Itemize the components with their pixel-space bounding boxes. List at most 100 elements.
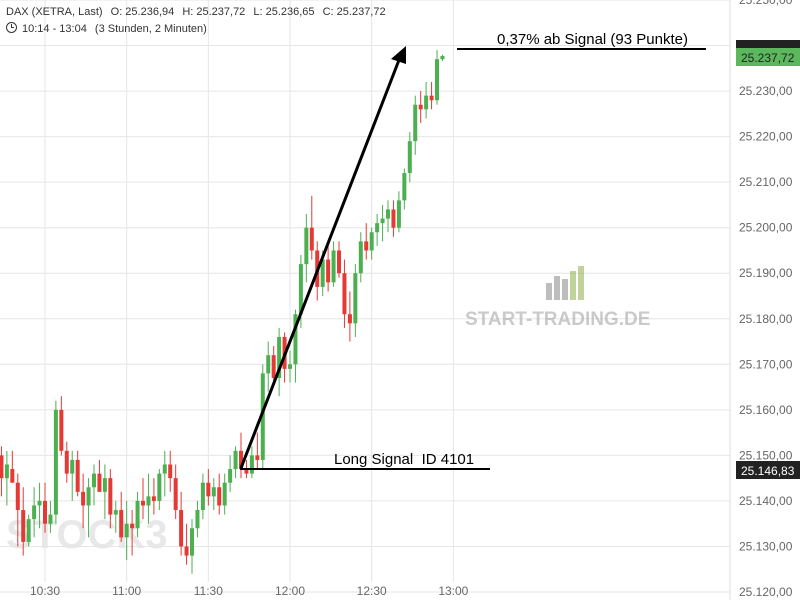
candle-body [179, 510, 184, 547]
candle-body [70, 459, 75, 474]
candle-body [255, 455, 260, 460]
candle [217, 473, 222, 515]
candle [184, 523, 189, 565]
candle-body [337, 250, 342, 274]
candle [364, 223, 369, 260]
high-value: H: 25.237,72 [182, 6, 246, 18]
y-tick-label: 25.140,00 [739, 494, 793, 508]
candle-body [402, 173, 407, 201]
price-axis[interactable]: 25.120,00 25.130,00 25.140,00 25.150,00 25.1… [739, 0, 793, 599]
candle [424, 81, 429, 119]
candle [309, 195, 314, 260]
candle [277, 327, 282, 397]
candle [353, 264, 358, 337]
candle [102, 464, 107, 520]
y-tick-label: 25.190,00 [739, 266, 793, 280]
candle [233, 446, 238, 479]
candle [342, 259, 347, 328]
candle [97, 459, 102, 492]
candle-body [0, 455, 4, 479]
candle [26, 514, 31, 547]
candle-body [413, 104, 418, 142]
candle [206, 469, 211, 506]
candle [81, 473, 86, 529]
candle-body [195, 510, 200, 529]
candle [369, 227, 374, 260]
candle-body [429, 95, 434, 101]
candle-body [386, 209, 391, 219]
watermark-logo-bar-2 [554, 276, 560, 300]
candle-body [141, 500, 146, 506]
candle-body [43, 500, 47, 524]
x-tick-label: 12:30 [357, 584, 387, 598]
candle-body [206, 482, 211, 497]
watermark-logo-bar-5 [578, 266, 584, 300]
y-tick-label: 25.160,00 [739, 403, 793, 417]
y-tick-label: 25.210,00 [739, 175, 793, 189]
candle-body [130, 523, 135, 529]
candle [271, 346, 276, 383]
candle [337, 241, 342, 278]
candle [347, 291, 352, 342]
trend-arrow-line [239, 59, 401, 469]
candle-body [288, 364, 293, 369]
trend-arrow-head [391, 46, 406, 64]
candle-body [97, 473, 102, 492]
candle [293, 309, 298, 383]
candle [380, 204, 385, 242]
candle-body [162, 464, 167, 474]
candle-body [249, 455, 254, 474]
y-tick-label: 25.170,00 [739, 357, 793, 371]
candle-body [407, 141, 412, 174]
candle [59, 396, 64, 456]
candle [162, 450, 167, 497]
candle [288, 350, 293, 383]
current-price-tag [736, 48, 800, 66]
x-tick-label: 10:30 [30, 584, 60, 598]
entry-signal-label: Long Signal ID 4101 [334, 451, 474, 468]
candle-body [353, 273, 358, 324]
entry-price-tag-text: 25.146,83 [741, 464, 795, 478]
candle-body [391, 209, 396, 228]
time-axis[interactable]: 10:30 11:00 11:30 12:00 12:30 13:00 [30, 584, 469, 598]
low-value: L: 25.236,65 [253, 6, 315, 18]
y-tick-label: 25.200,00 [739, 221, 793, 235]
candle-body [293, 314, 298, 365]
candle-body [21, 510, 26, 542]
candle-body [342, 273, 347, 315]
candle [48, 500, 53, 533]
entry-price-tag [736, 461, 800, 479]
candle-body [233, 450, 238, 470]
candle-body [173, 478, 178, 511]
candle-body [375, 223, 380, 233]
candle-body [347, 314, 352, 324]
candle-body [59, 409, 64, 451]
symbol-label: DAX (XETRA, Last) [6, 6, 103, 18]
candle-body [298, 264, 303, 315]
period-range: 10:14 - 13:04 [22, 23, 87, 35]
candle-body [119, 510, 124, 538]
candle-body [92, 473, 97, 488]
candle-body [108, 478, 113, 515]
candle [64, 441, 69, 483]
candle [266, 341, 271, 392]
y-tick-label: 25.180,00 [739, 312, 793, 326]
candle-body [358, 241, 363, 274]
candle [396, 191, 401, 233]
candle-body [10, 469, 15, 483]
candle [113, 500, 118, 533]
candle-body [168, 464, 173, 479]
candle [440, 54, 445, 62]
signal-annotations: Long Signal ID 4101 0,37% ab Signal (93 … [239, 31, 706, 470]
period-duration: (3 Stunden, 2 Minuten) [94, 23, 207, 35]
candle-body [211, 487, 216, 497]
candle-body [380, 218, 385, 224]
candle [119, 491, 124, 542]
candle-body [124, 523, 129, 538]
chart-grid [0, 0, 731, 600]
y-tick-label: 25.250,00 [739, 0, 793, 7]
candle [92, 464, 97, 506]
candle [429, 81, 434, 110]
watermark-brand-text: START-TRADING.DE [465, 309, 650, 330]
